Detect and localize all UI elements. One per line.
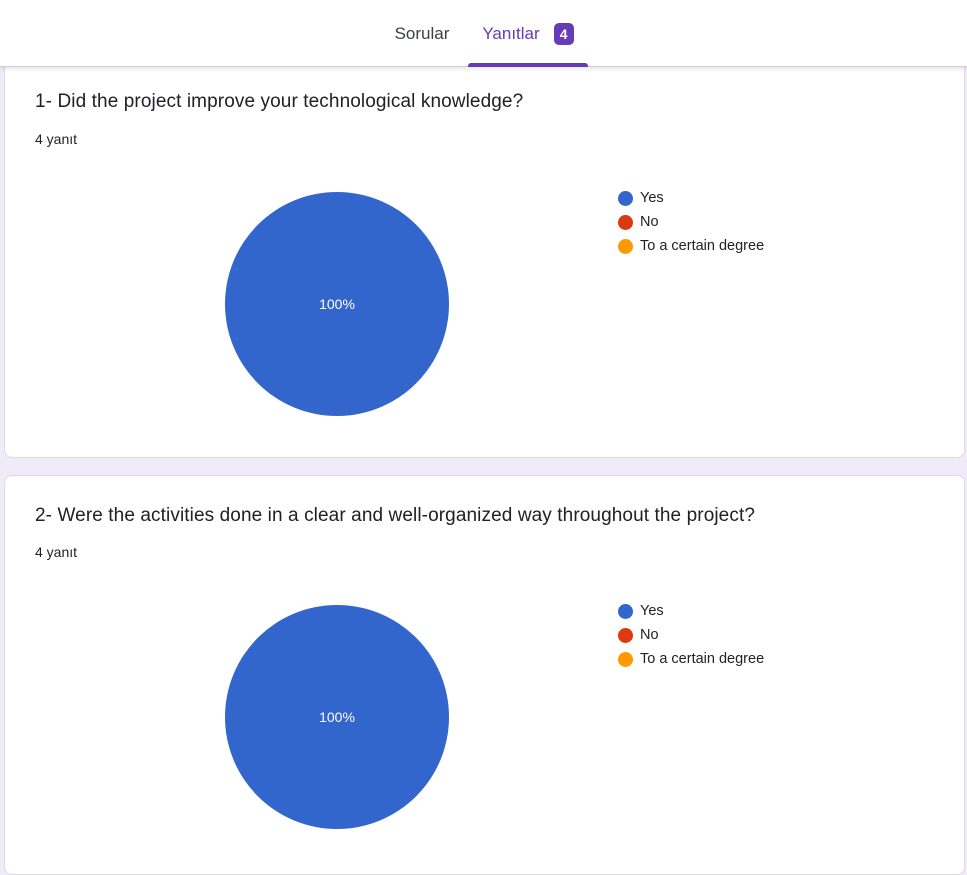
- legend-dot-icon: [618, 238, 633, 254]
- legend-item-certain-degree[interactable]: To a certain degree: [614, 647, 764, 671]
- pie-chart[interactable]: 100%: [225, 192, 449, 416]
- responses-count-badge: 4: [553, 22, 574, 45]
- chart-legend: Yes No To a certain degree: [614, 186, 764, 258]
- active-tab-indicator: [468, 63, 588, 67]
- legend-item-yes[interactable]: Yes: [614, 599, 764, 623]
- legend-item-no[interactable]: No: [614, 210, 764, 234]
- tab-responses-label: Yanıtlar: [482, 23, 540, 43]
- tab-responses[interactable]: Yanıtlar 4: [468, 0, 588, 67]
- question-title: 2- Were the activities done in a clear a…: [35, 505, 755, 526]
- legend-dot-icon: [618, 190, 633, 206]
- legend-label: To a certain degree: [640, 651, 765, 667]
- question-card-2: 2- Were the activities done in a clear a…: [4, 475, 965, 875]
- forms-header: Sorular Yanıtlar 4: [0, 0, 967, 67]
- legend-dot-icon: [618, 603, 633, 619]
- legend-label: No: [640, 627, 659, 643]
- pie-chart[interactable]: 100%: [225, 605, 449, 829]
- legend-dot-icon: [618, 627, 633, 643]
- tab-questions-label: Sorular: [394, 23, 450, 43]
- question-title: 1- Did the project improve your technolo…: [35, 91, 524, 112]
- legend-label: Yes: [640, 190, 664, 206]
- legend-label: No: [640, 214, 659, 230]
- legend-dot-icon: [618, 214, 633, 230]
- pie-slice-label: 100%: [319, 709, 355, 725]
- legend-item-yes[interactable]: Yes: [614, 186, 764, 210]
- legend-item-certain-degree[interactable]: To a certain degree: [614, 234, 764, 258]
- legend-item-no[interactable]: No: [614, 623, 764, 647]
- response-count: 4 yanıt: [35, 131, 78, 147]
- question-card-1: 1- Did the project improve your technolo…: [4, 40, 965, 458]
- tab-questions[interactable]: Sorular: [380, 0, 464, 67]
- legend-label: To a certain degree: [640, 238, 765, 254]
- legend-dot-icon: [618, 651, 633, 667]
- legend-label: Yes: [640, 603, 664, 619]
- pie-slice-label: 100%: [319, 296, 355, 312]
- chart-legend: Yes No To a certain degree: [614, 599, 764, 671]
- response-count: 4 yanıt: [35, 544, 78, 560]
